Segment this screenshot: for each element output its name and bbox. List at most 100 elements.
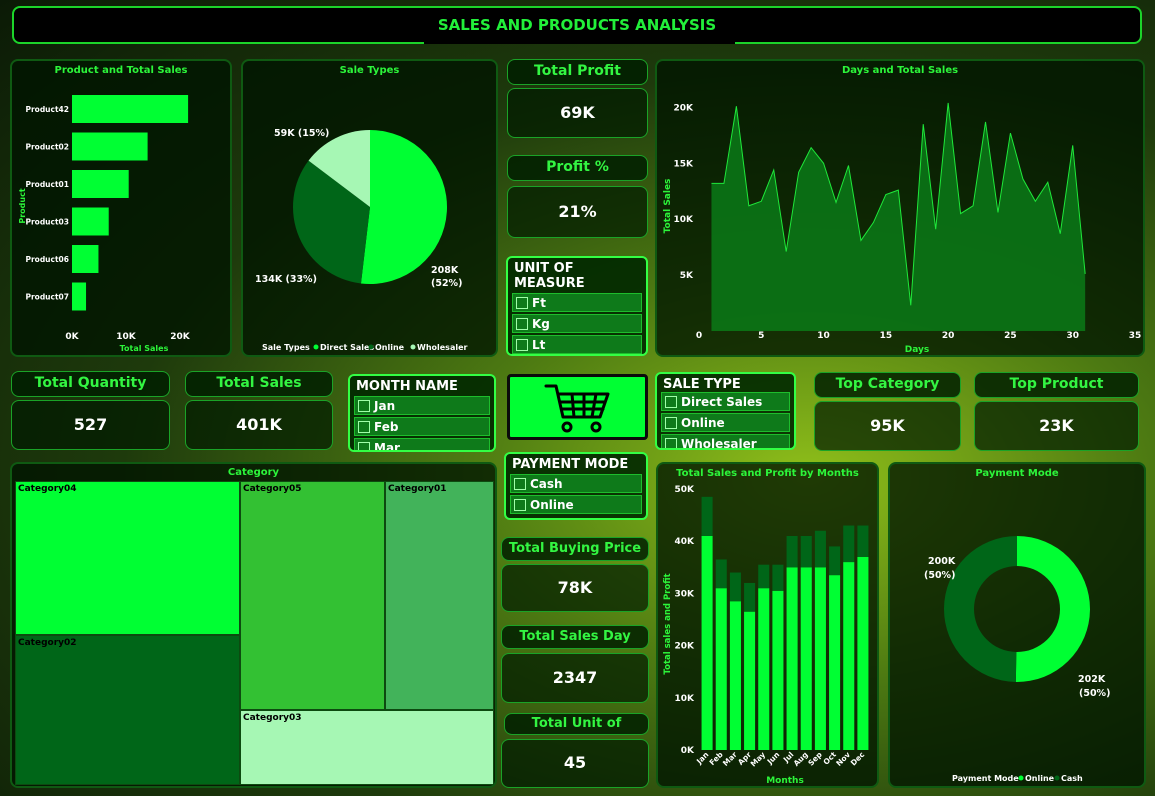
slicer-option-lt[interactable]: Lt bbox=[512, 335, 642, 354]
profit-bar bbox=[715, 559, 727, 589]
total-buying-price-label: Total Buying Price bbox=[501, 537, 649, 561]
legend-marker bbox=[1054, 775, 1060, 781]
data-label: 208K bbox=[431, 265, 459, 276]
checkbox-icon[interactable] bbox=[358, 441, 370, 450]
x-tick-label: Aug bbox=[792, 750, 810, 768]
pie-slice bbox=[293, 160, 370, 284]
y-tick-label: 10K bbox=[674, 215, 695, 225]
product-bar bbox=[72, 170, 129, 198]
slicer-option-cash[interactable]: Cash bbox=[510, 474, 642, 493]
x-tick-label: 10 bbox=[817, 331, 830, 341]
legend-marker bbox=[1018, 775, 1024, 781]
x-tick-label: Dec bbox=[849, 750, 867, 768]
x-tick-label: Nov bbox=[834, 750, 852, 768]
product-label: Product42 bbox=[25, 105, 69, 114]
checkbox-icon[interactable] bbox=[665, 416, 677, 429]
total-profit-label: Total Profit bbox=[507, 59, 648, 85]
treemap-category05[interactable]: Category05 bbox=[240, 481, 385, 710]
months-title: Total Sales and Profit by Months bbox=[676, 468, 859, 479]
month-name-title: MONTH NAME bbox=[356, 379, 458, 394]
shopping-cart-icon bbox=[544, 384, 610, 433]
legend-marker bbox=[368, 344, 374, 350]
area-fill bbox=[711, 102, 1086, 332]
sale-type-slicer[interactable]: SALE TYPE Direct Sales Online Wholesaler bbox=[655, 372, 796, 450]
legend-label: Online bbox=[1025, 774, 1055, 783]
slicer-option-feb[interactable]: Feb bbox=[354, 417, 490, 436]
treemap-category02[interactable]: Category02 bbox=[15, 635, 240, 785]
dashboard-title: SALES AND PRODUCTS ANALYSIS bbox=[12, 6, 1142, 44]
profit-pct-label: Profit % bbox=[507, 155, 648, 181]
sales-bar bbox=[800, 567, 812, 750]
cart-button[interactable] bbox=[507, 374, 648, 440]
sales-bar bbox=[758, 588, 770, 750]
checkbox-icon[interactable] bbox=[665, 437, 677, 448]
checkbox-icon[interactable] bbox=[516, 317, 528, 330]
product-label: Product06 bbox=[25, 255, 69, 264]
payment-mode-slicer[interactable]: PAYMENT MODE Cash Online bbox=[504, 452, 648, 520]
slicer-option-kg[interactable]: Kg bbox=[512, 314, 642, 333]
month-name-slicer[interactable]: MONTH NAME Jan Feb Mar bbox=[348, 374, 496, 452]
legend-label: Online bbox=[375, 343, 405, 352]
data-label: (50%) bbox=[1079, 688, 1110, 699]
treemap-category03[interactable]: Category03 bbox=[240, 710, 494, 785]
x-tick-label: 10K bbox=[116, 332, 137, 342]
slicer-option-online[interactable]: Online bbox=[661, 413, 790, 432]
profit-bar bbox=[857, 525, 869, 557]
y-tick-label: 15K bbox=[674, 159, 695, 169]
y-tick-label: 30K bbox=[675, 589, 696, 599]
x-tick-label: 0 bbox=[696, 331, 702, 341]
product-label: Product07 bbox=[25, 293, 69, 302]
checkbox-icon[interactable] bbox=[516, 296, 528, 309]
profit-bar bbox=[786, 535, 798, 568]
sales-bar bbox=[715, 588, 727, 750]
product-bar bbox=[72, 245, 99, 273]
unit-of-measure-slicer[interactable]: UNIT OF MEASURE Ft Kg Lt Nr bbox=[506, 256, 648, 356]
treemap-category04[interactable]: Category04 bbox=[15, 481, 240, 635]
checkbox-icon[interactable] bbox=[358, 420, 370, 433]
slicer-option-direct-sales[interactable]: Direct Sales bbox=[661, 392, 790, 411]
x-tick-label: 20K bbox=[170, 332, 191, 342]
legend-label: Direct Sales bbox=[320, 343, 374, 352]
profit-bar bbox=[843, 525, 855, 563]
profit-bar bbox=[701, 496, 713, 536]
x-tick-label: 5 bbox=[758, 331, 764, 341]
checkbox-icon[interactable] bbox=[358, 399, 370, 412]
y-axis-title: Total sales and Profit bbox=[663, 573, 673, 674]
sale-types-title: Sale Types bbox=[339, 65, 400, 76]
profit-bar bbox=[829, 546, 841, 576]
checkbox-icon[interactable] bbox=[514, 477, 526, 490]
x-tick-label: 25 bbox=[1004, 331, 1017, 341]
category-panel: Category Category04 Category02 Category0… bbox=[10, 462, 497, 788]
slicer-option-jan[interactable]: Jan bbox=[354, 396, 490, 415]
slicer-option-ft[interactable]: Ft bbox=[512, 293, 642, 312]
sales-bar bbox=[843, 562, 855, 750]
x-axis-title: Total Sales bbox=[120, 344, 169, 353]
y-tick-label: 10K bbox=[675, 694, 696, 704]
sale-types-panel: Sale Types 208K (52%) 134K (33%) 59K (15%) S… bbox=[241, 59, 498, 357]
slicer-option-mar[interactable]: Mar bbox=[354, 438, 490, 450]
treemap-category01[interactable]: Category01 bbox=[385, 481, 494, 710]
series-line bbox=[711, 102, 1086, 306]
payment-mode-chart: 200K (50%) 202K (50%) Payment Mode Online Cash bbox=[924, 536, 1110, 783]
product-bar bbox=[72, 95, 189, 123]
x-axis-title: Months bbox=[766, 776, 804, 786]
data-label: 134K (33%) bbox=[255, 274, 317, 285]
top-product-value: 23K bbox=[974, 401, 1139, 451]
slicer-option-online-payment[interactable]: Online bbox=[510, 495, 642, 514]
product-sales-chart: Product42Product02Product01Product03Prod… bbox=[18, 95, 191, 353]
sales-bar bbox=[814, 567, 826, 750]
legend-title: Sale Types bbox=[262, 343, 310, 352]
y-tick-label: 20K bbox=[674, 103, 695, 113]
total-sales-day-value: 2347 bbox=[501, 653, 649, 703]
checkbox-icon[interactable] bbox=[665, 395, 677, 408]
product-bar bbox=[72, 282, 87, 311]
pie-slice bbox=[360, 130, 447, 284]
days-sales-chart: 0 5 10 15 20 25 30 35 5K 10K 15K 20K Days Total Sales bbox=[663, 102, 1141, 355]
profit-bar bbox=[758, 564, 770, 589]
x-axis-title: Days bbox=[905, 345, 930, 355]
slicer-option-wholesaler[interactable]: Wholesaler bbox=[661, 434, 790, 448]
donut-slice bbox=[943, 536, 1017, 682]
total-quantity-label: Total Quantity bbox=[11, 371, 170, 397]
checkbox-icon[interactable] bbox=[516, 338, 528, 351]
checkbox-icon[interactable] bbox=[514, 498, 526, 511]
